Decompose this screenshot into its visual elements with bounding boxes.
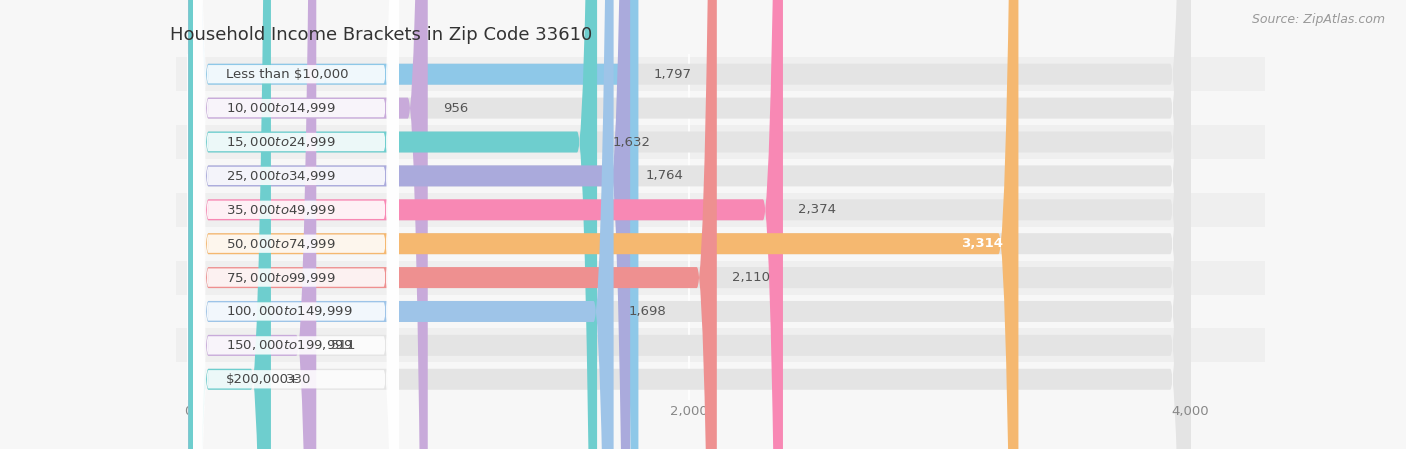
- Text: $15,000 to $24,999: $15,000 to $24,999: [226, 135, 336, 149]
- FancyBboxPatch shape: [188, 0, 598, 449]
- Bar: [176, 362, 1265, 396]
- FancyBboxPatch shape: [193, 0, 399, 449]
- Text: Source: ZipAtlas.com: Source: ZipAtlas.com: [1251, 13, 1385, 26]
- FancyBboxPatch shape: [193, 0, 399, 449]
- FancyBboxPatch shape: [188, 0, 1018, 449]
- Text: 1,632: 1,632: [612, 136, 650, 149]
- Bar: [176, 125, 1265, 159]
- FancyBboxPatch shape: [188, 0, 271, 449]
- FancyBboxPatch shape: [188, 0, 630, 449]
- FancyBboxPatch shape: [188, 0, 1191, 449]
- Text: $200,000+: $200,000+: [226, 373, 299, 386]
- FancyBboxPatch shape: [193, 0, 399, 449]
- Bar: [176, 159, 1265, 193]
- FancyBboxPatch shape: [188, 0, 1191, 449]
- Bar: [176, 193, 1265, 227]
- FancyBboxPatch shape: [188, 0, 316, 449]
- Text: 2,110: 2,110: [733, 271, 770, 284]
- Text: 956: 956: [443, 101, 468, 114]
- FancyBboxPatch shape: [193, 0, 399, 449]
- Text: $100,000 to $149,999: $100,000 to $149,999: [226, 304, 353, 318]
- Text: $10,000 to $14,999: $10,000 to $14,999: [226, 101, 336, 115]
- FancyBboxPatch shape: [188, 0, 638, 449]
- FancyBboxPatch shape: [188, 0, 1191, 449]
- Text: $75,000 to $99,999: $75,000 to $99,999: [226, 271, 336, 285]
- FancyBboxPatch shape: [188, 0, 613, 449]
- FancyBboxPatch shape: [193, 0, 399, 449]
- Bar: [176, 260, 1265, 295]
- Bar: [176, 295, 1265, 328]
- FancyBboxPatch shape: [193, 0, 399, 449]
- FancyBboxPatch shape: [188, 0, 1191, 449]
- Bar: [176, 328, 1265, 362]
- Text: 511: 511: [332, 339, 357, 352]
- FancyBboxPatch shape: [188, 0, 717, 449]
- Text: 3,314: 3,314: [962, 237, 1004, 250]
- FancyBboxPatch shape: [188, 0, 1191, 449]
- FancyBboxPatch shape: [188, 0, 1191, 449]
- Bar: [176, 227, 1265, 260]
- FancyBboxPatch shape: [188, 0, 1191, 449]
- FancyBboxPatch shape: [188, 0, 1191, 449]
- FancyBboxPatch shape: [193, 0, 399, 449]
- Text: Less than $10,000: Less than $10,000: [226, 68, 349, 81]
- Text: $25,000 to $34,999: $25,000 to $34,999: [226, 169, 336, 183]
- Text: 2,374: 2,374: [799, 203, 837, 216]
- Bar: [176, 91, 1265, 125]
- Text: 330: 330: [285, 373, 311, 386]
- Text: 1,797: 1,797: [654, 68, 692, 81]
- Text: Household Income Brackets in Zip Code 33610: Household Income Brackets in Zip Code 33…: [170, 26, 592, 44]
- FancyBboxPatch shape: [188, 0, 1191, 449]
- Text: 1,698: 1,698: [628, 305, 666, 318]
- Text: $35,000 to $49,999: $35,000 to $49,999: [226, 203, 336, 217]
- FancyBboxPatch shape: [188, 0, 427, 449]
- FancyBboxPatch shape: [188, 0, 1191, 449]
- FancyBboxPatch shape: [193, 0, 399, 449]
- FancyBboxPatch shape: [193, 0, 399, 449]
- Text: 1,764: 1,764: [645, 169, 683, 182]
- FancyBboxPatch shape: [188, 0, 783, 449]
- Text: $150,000 to $199,999: $150,000 to $199,999: [226, 339, 353, 352]
- FancyBboxPatch shape: [193, 0, 399, 449]
- Bar: [176, 57, 1265, 91]
- Text: $50,000 to $74,999: $50,000 to $74,999: [226, 237, 336, 251]
